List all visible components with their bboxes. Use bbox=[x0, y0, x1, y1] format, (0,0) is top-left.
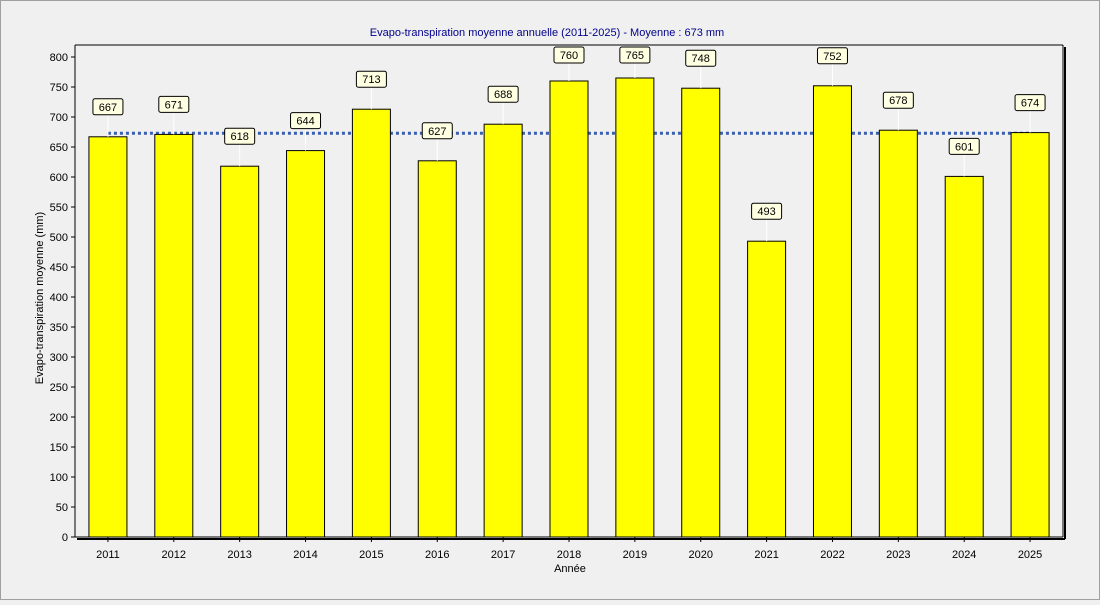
x-tick-label: 2012 bbox=[162, 549, 186, 561]
data-label-2015: 713 bbox=[362, 74, 380, 86]
x-tick-label: 2018 bbox=[557, 549, 581, 561]
data-label-2012: 671 bbox=[165, 99, 183, 111]
y-tick-label: 650 bbox=[50, 142, 68, 154]
x-axis: 2011 2012 2013 2014 2015 2016 2017 2018 2019 2020… bbox=[75, 536, 1063, 561]
data-label-box bbox=[355, 70, 387, 88]
data-label-2025: 674 bbox=[1021, 98, 1039, 110]
bar-2015 bbox=[351, 108, 391, 538]
y-tick-label: 600 bbox=[50, 172, 68, 184]
data-label-2020: 748 bbox=[692, 53, 710, 65]
data-label-box bbox=[619, 46, 651, 64]
bar-2013 bbox=[220, 165, 260, 538]
bar-2021 bbox=[747, 240, 787, 538]
data-label-2022: 752 bbox=[823, 51, 841, 63]
y-tick-label: 250 bbox=[50, 382, 68, 394]
bar-2017 bbox=[483, 123, 523, 538]
x-tick-label: 2023 bbox=[886, 549, 910, 561]
y-tick-label: 750 bbox=[50, 82, 68, 94]
data-label-2016: 627 bbox=[428, 126, 446, 138]
x-axis-label: Année bbox=[554, 563, 586, 575]
bar-2023 bbox=[878, 129, 918, 538]
y-tick-label: 0 bbox=[62, 532, 68, 544]
y-tick-label: 300 bbox=[50, 352, 68, 364]
data-label-box bbox=[816, 47, 848, 65]
bar-2022 bbox=[812, 85, 852, 538]
data-label-box bbox=[487, 85, 519, 103]
bar-2018 bbox=[549, 80, 589, 538]
x-tick-label: 2021 bbox=[754, 549, 778, 561]
y-tick-label: 150 bbox=[50, 442, 68, 454]
data-label-box bbox=[685, 49, 717, 67]
x-tick-label: 2016 bbox=[425, 549, 449, 561]
bar-2020 bbox=[681, 87, 721, 538]
y-tick-label: 550 bbox=[50, 202, 68, 214]
x-tick-label: 2017 bbox=[491, 549, 515, 561]
bar-2025 bbox=[1010, 132, 1050, 538]
data-label-2021: 493 bbox=[757, 206, 775, 218]
bar-2024 bbox=[944, 175, 984, 538]
bar-2012 bbox=[154, 133, 194, 538]
y-tick-label: 800 bbox=[50, 52, 68, 64]
x-tick-label: 2019 bbox=[623, 549, 647, 561]
y-axis-label: Evapo-transpiration moyenne (mm) bbox=[34, 212, 46, 384]
data-label-box bbox=[882, 91, 914, 109]
y-tick-label: 400 bbox=[50, 292, 68, 304]
data-label-2014: 644 bbox=[296, 116, 314, 128]
data-label-box bbox=[1014, 94, 1046, 112]
x-tick-label: 2025 bbox=[1018, 549, 1042, 561]
y-tick-label: 100 bbox=[50, 472, 68, 484]
y-tick-label: 350 bbox=[50, 322, 68, 334]
x-tick-label: 2020 bbox=[688, 549, 712, 561]
data-label-box bbox=[948, 137, 980, 155]
data-labels: 667 671 618 644 713 627 688 760 765 748 493 752 678 6… bbox=[92, 46, 1046, 242]
data-label-box bbox=[92, 98, 124, 116]
data-label-box bbox=[224, 127, 256, 145]
y-tick-label: 500 bbox=[50, 232, 68, 244]
y-tick-label: 700 bbox=[50, 112, 68, 124]
data-label-box bbox=[553, 46, 585, 64]
data-label-2017: 688 bbox=[494, 89, 512, 101]
x-tick-label: 2014 bbox=[293, 549, 317, 561]
data-label-2013: 618 bbox=[230, 131, 248, 143]
y-tick-label: 450 bbox=[50, 262, 68, 274]
y-tick-label: 200 bbox=[50, 412, 68, 424]
bar-2016 bbox=[417, 160, 457, 538]
data-label-2024: 601 bbox=[955, 141, 973, 153]
y-tick-label: 50 bbox=[56, 502, 68, 514]
x-tick-label: 2022 bbox=[820, 549, 844, 561]
x-tick-label: 2011 bbox=[96, 549, 120, 561]
x-tick-label: 2015 bbox=[359, 549, 383, 561]
x-tick-label: 2013 bbox=[227, 549, 251, 561]
chart-title: Evapo-transpiration moyenne annuelle (20… bbox=[370, 27, 724, 39]
bar-2019 bbox=[615, 77, 655, 538]
data-label-box bbox=[290, 112, 322, 130]
data-label-2018: 760 bbox=[560, 50, 578, 62]
bar-2011 bbox=[88, 136, 128, 538]
data-label-2019: 765 bbox=[626, 50, 644, 62]
data-label-box bbox=[158, 95, 190, 113]
data-label-2023: 678 bbox=[889, 95, 907, 107]
x-tick-label: 2024 bbox=[952, 549, 976, 561]
data-label-box bbox=[751, 202, 783, 220]
bar-2014 bbox=[286, 150, 326, 538]
data-label-2011: 667 bbox=[99, 102, 117, 114]
data-label-box bbox=[421, 122, 453, 140]
y-axis: 0 50 100 150 200 250 300 350 400 450 500 550 600 650 7… bbox=[50, 45, 76, 544]
bars bbox=[88, 77, 1050, 538]
